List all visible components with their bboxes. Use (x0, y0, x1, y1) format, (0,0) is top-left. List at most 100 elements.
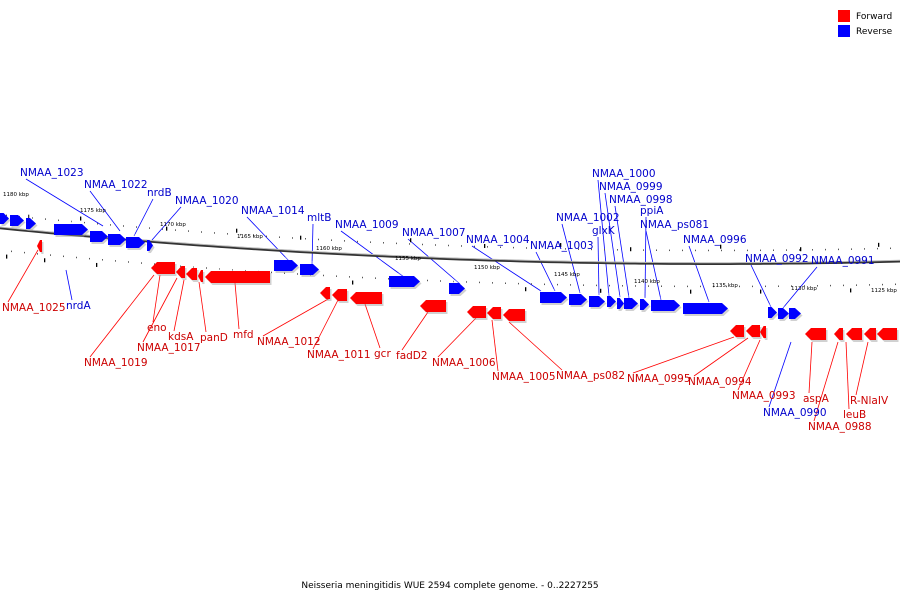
minor-tick-dot (227, 233, 228, 235)
minor-tick-dot (6, 214, 7, 217)
kbp-tick-label: 1165 kbp (237, 234, 263, 240)
minor-tick-dot (817, 285, 818, 287)
kbp-tick-label: 1140 kbp (634, 279, 660, 285)
minor-tick-dot (115, 260, 116, 262)
forward-gene-arrow (746, 321, 762, 339)
forward-leader-line (89, 274, 155, 358)
minor-tick-dot (799, 249, 800, 251)
forward-gene-label: NMAA_0993 (732, 390, 796, 402)
reverse-gene-arrow (651, 297, 682, 313)
minor-tick-dot (843, 284, 844, 287)
forward-leader-line (491, 319, 499, 372)
kbp-tick-label: 1145 kbp (554, 272, 580, 278)
kbp-tick-label: 1160 kbp (316, 246, 342, 252)
reverse-gene-label: NMAA_1007 (402, 227, 466, 239)
reverse-leader-line (535, 251, 556, 292)
minor-tick-dot (565, 248, 566, 250)
forward-gene-label: kdsA (168, 331, 194, 343)
major-tick (800, 247, 802, 252)
forward-gene-arrow (503, 305, 527, 323)
forward-gene-label: NMAA_0988 (808, 421, 872, 433)
forward-gene-label: NMAA_0994 (688, 376, 752, 388)
minor-tick-dot (544, 283, 545, 286)
reverse-leader-line (614, 205, 630, 299)
forward-gene-arrow (186, 264, 199, 282)
reverse-leader-line (151, 206, 182, 241)
minor-tick-dot (760, 249, 761, 252)
reverse-gene-label: NMAA_ps081 (640, 219, 709, 231)
minor-tick-dot (531, 283, 532, 285)
major-tick (166, 226, 168, 231)
forward-gene-arrow (877, 324, 899, 342)
minor-tick-dot (76, 256, 77, 259)
forward-gene-label: mfd (233, 329, 254, 341)
reverse-leader-line (89, 190, 121, 232)
minor-tick-dot (240, 233, 241, 236)
minor-tick-dot (466, 281, 467, 283)
legend-reverse-label: Reverse (856, 27, 893, 37)
forward-gene-arrow (176, 262, 187, 280)
reverse-leader-line (768, 341, 792, 408)
reverse-gene-label: NMAA_1020 (175, 195, 239, 207)
major-tick (878, 242, 880, 247)
forward-leader-line (437, 317, 477, 358)
major-tick (484, 244, 486, 249)
kbp-tick-label: 1170 kbp (160, 222, 186, 228)
kbp-tick-label: 1135 kbp (712, 283, 738, 289)
reverse-leader-line (597, 179, 610, 297)
minor-tick-dot (539, 247, 540, 250)
minor-tick-dot (656, 249, 657, 251)
reverse-gene-arrow (589, 293, 607, 309)
major-tick (300, 235, 302, 240)
minor-tick-dot (557, 283, 558, 286)
forward-leader-line (152, 274, 161, 323)
minor-tick-dot (37, 253, 38, 255)
minor-tick-dot (864, 248, 865, 250)
reverse-gene-label: nrdB (147, 187, 172, 199)
minor-tick-dot (622, 285, 623, 287)
genome-caption: Neisseria meningitidis WUE 2594 complete… (301, 581, 598, 591)
forward-gene-arrow (487, 303, 503, 321)
minor-tick-dot (422, 243, 423, 246)
minor-tick-dot (695, 249, 696, 252)
minor-tick-dot (232, 269, 233, 271)
reverse-gene-label: NMAA_0991 (811, 255, 875, 267)
minor-tick-dot (245, 269, 246, 272)
forward-gene-arrow (332, 285, 349, 303)
forward-gene-arrow (198, 266, 205, 284)
reverse-gene-arrow (108, 231, 128, 247)
major-tick (720, 244, 722, 249)
forward-leader-line (632, 336, 735, 374)
forward-gene-label: NMAA_1025 (2, 302, 66, 314)
forward-gene-label: NMAA_1017 (137, 342, 201, 354)
reverse-leader-line (604, 192, 621, 298)
forward-gene-label: NMAA_1005 (492, 371, 556, 383)
minor-tick-dot (474, 245, 475, 248)
minor-tick-dot (500, 246, 501, 248)
minor-tick-dot (362, 276, 363, 279)
minor-tick-dot (349, 276, 350, 278)
reverse-gene-label: NMAA_0996 (683, 234, 747, 246)
reverse-gene-label: NMAA_0999 (599, 181, 663, 193)
minor-tick-dot (214, 232, 215, 234)
reverse-gene-arrow (768, 304, 779, 320)
forward-gene-arrow (467, 302, 488, 320)
reverse-leader-line (782, 266, 818, 309)
minor-tick-dot (570, 284, 571, 286)
forward-leader-line (234, 282, 240, 330)
reverse-gene-arrow (26, 215, 38, 231)
forward-leader-line (737, 339, 761, 391)
minor-tick-dot (396, 242, 397, 245)
minor-tick-dot (279, 236, 280, 238)
forward-gene-arrow (730, 321, 746, 339)
forward-gene-arrow (420, 296, 448, 314)
reverse-gene-label: NMAA_0992 (745, 253, 809, 265)
forward-gene-label: aspA (803, 393, 830, 405)
minor-tick-dot (11, 250, 12, 253)
minor-tick-dot (609, 284, 610, 287)
reverse-gene-label: NMAA_0990 (763, 407, 827, 419)
minor-tick-dot (219, 268, 220, 270)
forward-gene-label: R-NlaIV (850, 395, 889, 407)
minor-tick-dot (830, 284, 831, 287)
minor-tick-dot (591, 248, 592, 251)
